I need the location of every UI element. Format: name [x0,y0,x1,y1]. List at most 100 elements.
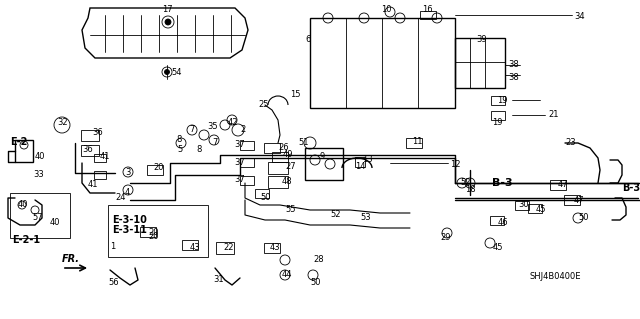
Text: 42: 42 [228,118,239,127]
Bar [15,140,33,162]
Bar [455,38,505,88]
Bar [355,157,365,167]
Bar [272,152,288,162]
Bar [550,180,566,190]
Text: 1: 1 [110,242,115,251]
Text: 55: 55 [285,205,296,214]
Circle shape [164,70,170,75]
Text: 17: 17 [162,5,173,14]
Text: 20: 20 [148,228,159,237]
Text: 7: 7 [189,125,195,134]
Text: 3: 3 [125,168,131,177]
Bar [81,130,99,141]
Text: 40: 40 [50,218,61,227]
Text: 25: 25 [258,100,269,109]
Text: 37: 37 [234,140,244,149]
Text: 41: 41 [100,152,111,161]
Text: 26: 26 [278,143,289,152]
Text: 8: 8 [196,145,202,154]
Bar [268,176,288,188]
Text: E-3-11: E-3-11 [112,225,147,235]
Bar [94,154,106,162]
Text: 47: 47 [558,180,568,189]
Text: 10: 10 [381,5,392,14]
Text: 8: 8 [176,135,181,144]
Circle shape [165,19,171,25]
Bar [264,243,280,253]
Bar [182,240,198,250]
Text: 56: 56 [108,278,118,287]
Text: 9: 9 [320,152,325,161]
Text: 30: 30 [518,200,529,209]
Text: 52: 52 [460,178,470,187]
Text: 35: 35 [207,122,218,131]
Text: 37: 37 [234,175,244,184]
Text: 44: 44 [282,270,292,279]
Text: 50: 50 [578,213,589,222]
Text: E-2-1: E-2-1 [12,235,40,245]
Text: 51: 51 [298,138,308,147]
Text: 45: 45 [536,205,547,214]
Bar [490,216,504,225]
Bar [255,189,269,198]
Text: 4: 4 [125,188,131,197]
Text: 43: 43 [270,243,280,252]
Bar [491,111,505,120]
Text: 37: 37 [234,158,244,167]
Text: 33: 33 [33,170,44,179]
Bar [310,18,455,108]
Text: 15: 15 [290,90,301,99]
Bar [147,165,163,175]
Bar [305,148,343,180]
Text: 5: 5 [177,145,182,154]
Text: 41: 41 [88,180,99,189]
Text: 31: 31 [213,275,223,284]
Bar [216,242,234,254]
Text: 13: 13 [362,155,372,164]
Text: B-3: B-3 [492,178,513,188]
Text: 24: 24 [115,193,125,202]
Text: 12: 12 [450,160,461,169]
Text: E-2: E-2 [10,137,28,147]
Text: 14: 14 [355,162,365,171]
Text: 38: 38 [508,73,519,82]
Bar [240,158,254,167]
Text: 57: 57 [32,213,43,222]
Bar [264,143,280,153]
Bar [140,227,156,237]
Bar [528,204,542,213]
Text: 20: 20 [153,163,163,172]
Text: 6: 6 [305,35,310,44]
Bar [240,176,254,185]
Text: 40: 40 [35,152,45,161]
Text: 46: 46 [498,218,509,227]
Text: FR.: FR. [62,254,80,264]
Bar [406,138,422,148]
Text: 32: 32 [57,118,68,127]
Bar [240,141,254,150]
Text: E-3-10: E-3-10 [112,215,147,225]
Text: 36: 36 [82,145,93,154]
Text: 20: 20 [148,232,159,241]
Text: 28: 28 [313,255,324,264]
Text: 50: 50 [260,193,271,202]
Text: 50: 50 [310,278,321,287]
Bar [81,145,99,156]
Text: 54: 54 [171,68,182,77]
Text: 34: 34 [574,12,584,21]
Text: 23: 23 [565,138,575,147]
Text: 49: 49 [283,150,294,159]
Bar [515,201,529,210]
Text: B-3: B-3 [622,183,640,193]
Bar [491,96,505,105]
Text: 7: 7 [212,138,218,147]
Text: 43: 43 [190,243,200,252]
Text: 11: 11 [412,137,422,146]
Bar [420,11,436,19]
Text: 47: 47 [574,196,584,205]
Text: 16: 16 [422,5,433,14]
Text: 45: 45 [493,243,504,252]
Bar [564,195,580,205]
Text: 2: 2 [240,125,245,134]
Text: 38: 38 [508,60,519,69]
